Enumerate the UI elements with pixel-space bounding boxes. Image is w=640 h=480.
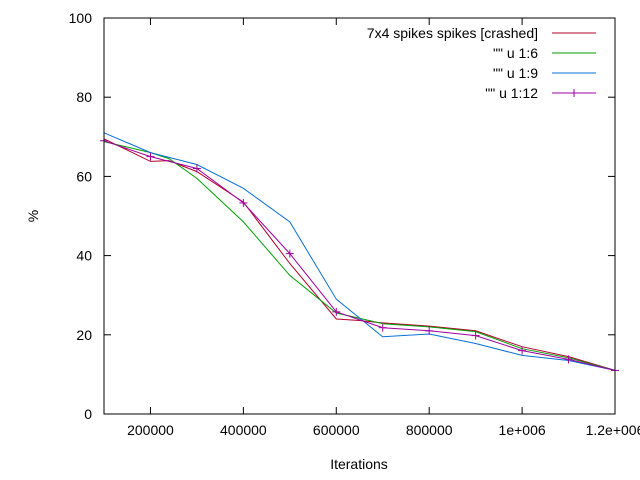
legend-label: "" u 1:12 <box>485 85 538 101</box>
y-tick-label: 100 <box>69 10 93 26</box>
x-tick-label: 400000 <box>220 422 267 438</box>
x-tick-label: 1.2e+006 <box>586 422 640 438</box>
series-4-point <box>564 355 573 364</box>
series-4-point <box>425 326 434 335</box>
plot-frame <box>103 17 616 415</box>
legend: 7x4 spikes spikes [crashed] "" u 1:6 "" u … <box>367 25 596 101</box>
y-tick-label: 20 <box>76 327 92 343</box>
legend-label: 7x4 spikes spikes [crashed] <box>367 25 538 41</box>
series-layer <box>100 132 619 375</box>
x-tick-label: 200000 <box>127 422 174 438</box>
series-line-4 <box>103 140 616 371</box>
series-4-point <box>192 164 201 173</box>
x-tick-label: 800000 <box>406 422 453 438</box>
series-line-3 <box>103 132 616 371</box>
series-4-point <box>378 323 387 332</box>
legend-label: "" u 1:6 <box>493 45 538 61</box>
y-tick-label: 40 <box>76 248 92 264</box>
x-tick-label: 600000 <box>313 422 360 438</box>
x-tick-label: 1e+006 <box>499 422 546 438</box>
series-4-point <box>332 307 341 316</box>
series-4-point <box>518 346 527 355</box>
y-tick-label: 60 <box>76 168 92 184</box>
y-axis-label: % <box>25 210 41 222</box>
y-tick-label: 0 <box>84 406 92 422</box>
ticks-layer: 200000 400000 600000 800000 1e+006 1.2e+006 0 2… <box>69 10 640 438</box>
series-4-point <box>239 198 248 207</box>
series-4-point <box>285 249 294 258</box>
x-axis-label: Iterations <box>330 456 388 472</box>
series-4-point <box>146 152 155 161</box>
series-4-point <box>471 331 480 340</box>
y-tick-label: 80 <box>76 89 92 105</box>
legend-label: "" u 1:9 <box>493 65 538 81</box>
